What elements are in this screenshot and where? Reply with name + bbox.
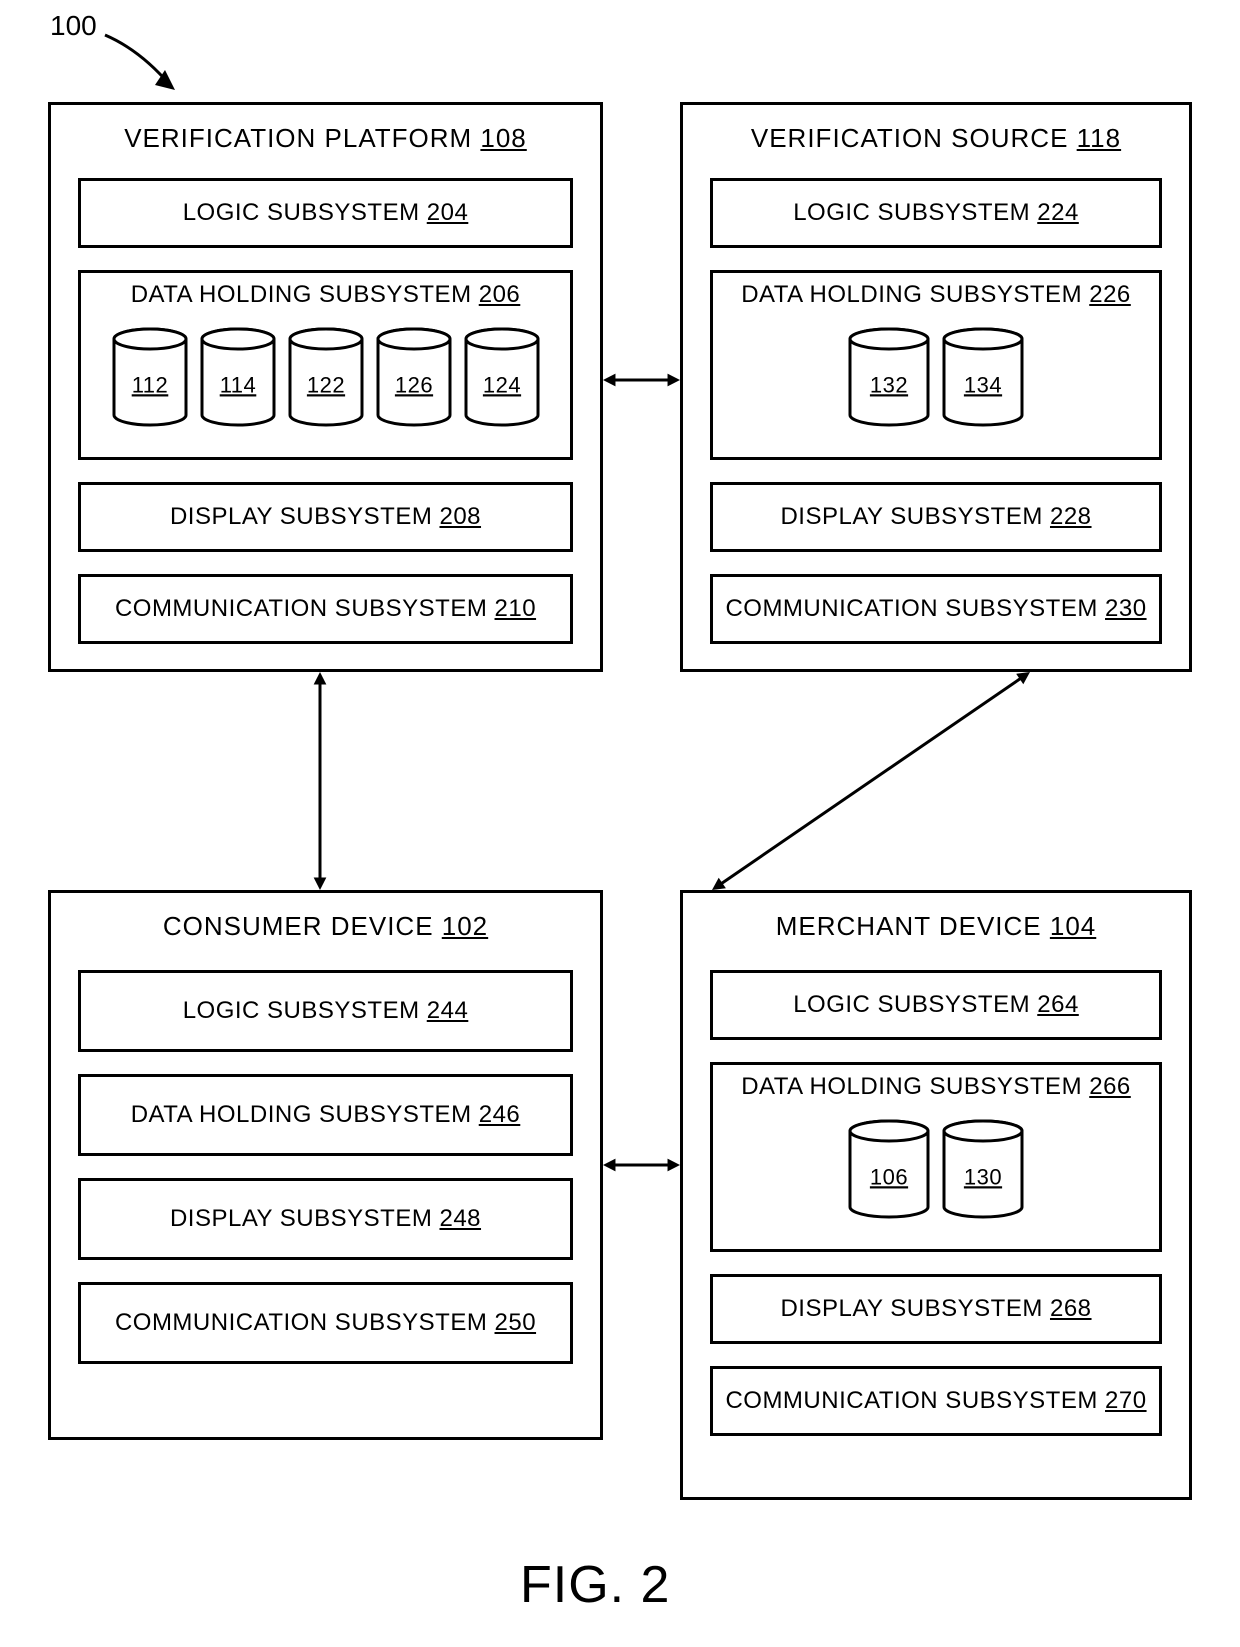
connector-vs-to-md (720, 678, 1022, 885)
diagram-canvas: 100 VERIFICATION PLATFORM 108LOGIC SUBSY… (0, 0, 1240, 1647)
connectors-layer (0, 0, 1240, 1647)
figure-label: FIG. 2 (520, 1555, 670, 1615)
